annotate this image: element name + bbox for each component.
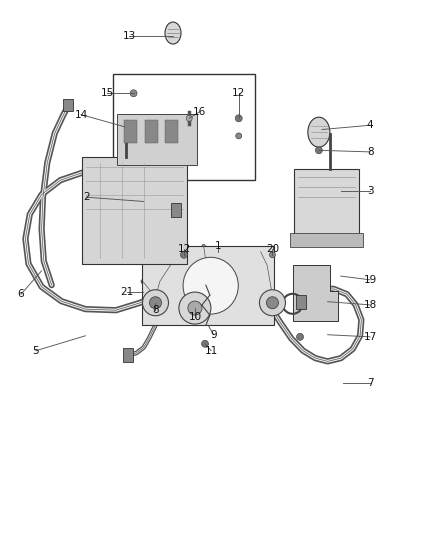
Circle shape: [235, 115, 242, 122]
Text: 14: 14: [74, 110, 88, 119]
Text: 7: 7: [367, 378, 374, 387]
Circle shape: [269, 252, 276, 258]
Text: 15: 15: [101, 88, 114, 98]
Circle shape: [201, 340, 208, 348]
Text: 21: 21: [120, 287, 134, 297]
Ellipse shape: [308, 117, 330, 147]
Polygon shape: [293, 265, 338, 321]
Bar: [145, 120, 158, 143]
Text: 4: 4: [367, 120, 374, 130]
Bar: [113, 74, 255, 180]
Bar: [63, 99, 73, 111]
Bar: [290, 233, 363, 247]
Bar: [171, 203, 181, 216]
Text: 9: 9: [210, 330, 217, 340]
Circle shape: [259, 290, 286, 316]
Text: 2: 2: [83, 192, 90, 202]
Circle shape: [266, 297, 279, 309]
Text: 10: 10: [188, 312, 201, 322]
Bar: [124, 120, 138, 143]
Circle shape: [130, 90, 137, 97]
Circle shape: [188, 301, 202, 315]
Circle shape: [179, 292, 211, 324]
Text: 8: 8: [367, 147, 374, 157]
Ellipse shape: [183, 257, 238, 314]
Ellipse shape: [165, 22, 181, 44]
Text: 12: 12: [177, 245, 191, 254]
Text: 8: 8: [152, 305, 159, 315]
Text: 16: 16: [193, 107, 206, 117]
Circle shape: [315, 147, 322, 154]
Circle shape: [297, 333, 304, 341]
Circle shape: [236, 133, 242, 139]
Circle shape: [142, 290, 169, 316]
Text: 6: 6: [18, 289, 25, 299]
Text: 11: 11: [205, 346, 218, 356]
Text: 3: 3: [367, 186, 374, 196]
Text: 12: 12: [232, 88, 245, 98]
Bar: [165, 120, 178, 143]
Circle shape: [186, 115, 192, 122]
Bar: [117, 114, 197, 165]
Bar: [296, 295, 306, 309]
Text: 20: 20: [266, 245, 279, 254]
Circle shape: [149, 297, 162, 309]
Text: 19: 19: [364, 275, 377, 285]
Bar: [82, 157, 187, 264]
Text: 1: 1: [215, 241, 222, 251]
Text: 18: 18: [364, 300, 377, 310]
Text: 5: 5: [32, 346, 39, 356]
Bar: [123, 348, 133, 362]
Bar: [142, 246, 274, 325]
Text: 13: 13: [123, 31, 136, 41]
Bar: [294, 169, 359, 241]
Text: 17: 17: [364, 332, 377, 342]
Circle shape: [180, 251, 187, 259]
